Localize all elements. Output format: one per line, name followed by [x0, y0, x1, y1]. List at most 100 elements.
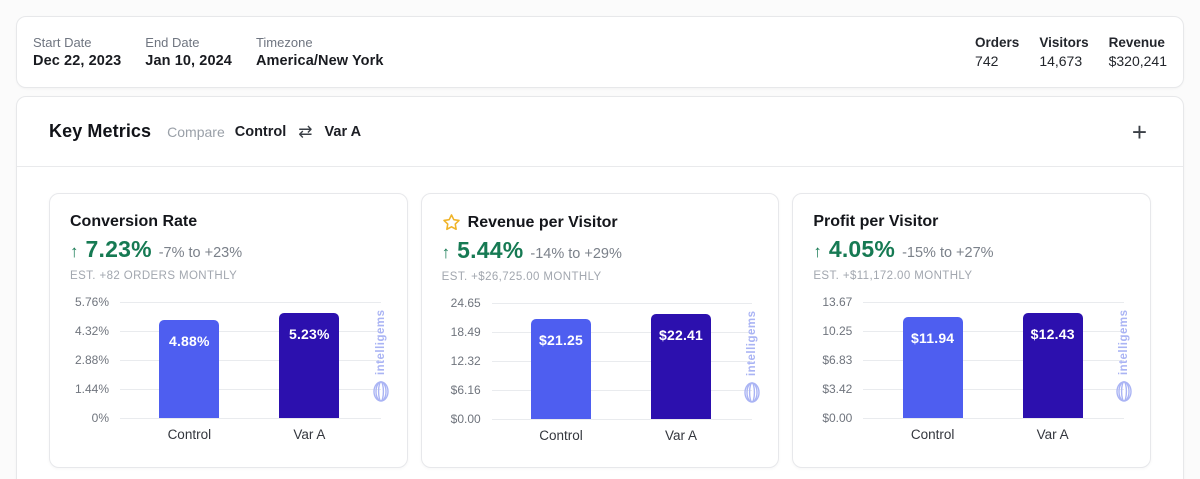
- gridline: [120, 389, 381, 390]
- key-metrics-panel: Key Metrics Compare Control ⇄ Var A + Co…: [16, 96, 1184, 479]
- metric-card-revenue-per-visitor: Revenue per Visitor ↑ 5.44% -14% to +29%…: [420, 193, 780, 468]
- delta-range: -7% to +23%: [158, 245, 243, 261]
- y-tick-label: 2.88%: [74, 353, 109, 367]
- revenue-label: Revenue: [1108, 35, 1165, 50]
- estimate-text: EST. +82 ORDERS MONTHLY: [70, 270, 238, 282]
- gridline: [491, 419, 753, 420]
- bar-control[interactable]: $21.25: [531, 319, 591, 419]
- bar-value-label: 5.23%: [288, 326, 330, 342]
- gridline: [120, 302, 381, 303]
- x-axis-label: Control: [910, 427, 955, 442]
- metric-card-profit-per-visitor: Profit per Visitor ↑ 4.05% -15% to +27% …: [792, 193, 1152, 468]
- bar-var-a[interactable]: $22.41: [651, 314, 711, 419]
- y-tick-label: 18.49: [450, 325, 481, 339]
- bar-chart-conversion-rate: 5.76% 4.32% 2.88% 1.44% 0% 4.88% Control 5.23%…: [70, 295, 389, 442]
- start-date-value[interactable]: Dec 22, 2023: [33, 53, 122, 69]
- visitors-label: Visitors: [1039, 35, 1089, 50]
- bar-value-label: $21.25: [538, 332, 584, 348]
- y-tick-label: $0.00: [450, 412, 481, 426]
- delta-value: 4.05%: [828, 236, 896, 262]
- revenue-value: $320,241: [1108, 53, 1167, 69]
- panel-title: Key Metrics: [49, 121, 152, 141]
- y-tick-label: 24.65: [450, 296, 481, 310]
- delta-value: 5.44%: [457, 237, 524, 263]
- watermark-text: intelligems: [1118, 309, 1131, 376]
- bar-value-label: $22.41: [658, 327, 704, 343]
- delta-value: 7.23%: [85, 236, 152, 262]
- arrow-up-icon: ↑: [813, 242, 822, 261]
- metric-card-conversion-rate: Conversion Rate ↑ 7.23% -7% to +23% EST.…: [49, 193, 408, 468]
- intelligems-logo-icon: [1116, 380, 1132, 402]
- visitors-value: 14,673: [1039, 53, 1083, 69]
- gridline: [120, 418, 381, 419]
- y-tick-label: 13.67: [822, 295, 853, 309]
- compare-label: Compare: [167, 123, 225, 140]
- timezone-value[interactable]: America/New York: [255, 53, 384, 69]
- bar-value-label: $12.43: [1030, 326, 1075, 342]
- y-tick-label: 12.32: [450, 354, 481, 368]
- gridline: [863, 302, 1125, 303]
- y-tick-label: 10.25: [822, 324, 853, 338]
- revenue-stat: Revenue $320,241: [1109, 35, 1167, 69]
- orders-value: 742: [975, 53, 999, 69]
- x-axis-label: Var A: [293, 427, 326, 442]
- bar-control[interactable]: $11.94: [902, 317, 963, 418]
- y-tick-label: 4.32%: [74, 324, 109, 338]
- y-tick-label: $6.16: [450, 383, 481, 397]
- swap-icon[interactable]: ⇄: [298, 121, 313, 141]
- gridline: [863, 331, 1125, 332]
- arrow-up-icon: ↑: [441, 243, 451, 262]
- visitors-stat: Visitors 14,673: [1039, 35, 1088, 69]
- bar-var-a[interactable]: $12.43: [1022, 313, 1083, 418]
- watermark-text: intelligems: [746, 310, 759, 377]
- bar-chart-profit-per-visitor: 13.67 10.25 $6.83 $3.42 $0.00 $11.94 Control $…: [813, 295, 1132, 442]
- y-tick-label: $0.00: [822, 411, 853, 425]
- compare-variant-b[interactable]: Var A: [324, 123, 362, 140]
- metric-cards-row: Conversion Rate ↑ 7.23% -7% to +23% EST.…: [17, 167, 1183, 479]
- timezone-field[interactable]: Timezone America/New York: [256, 35, 384, 69]
- key-metrics-header: Key Metrics Compare Control ⇄ Var A +: [17, 97, 1183, 167]
- bar-value-label: $11.94: [911, 330, 955, 346]
- card-title: Profit per Visitor: [813, 213, 939, 230]
- y-axis: 5.76% 4.32% 2.88% 1.44% 0%: [70, 295, 120, 425]
- compare-variant-a[interactable]: Control: [234, 123, 287, 140]
- y-tick-label: 5.76%: [74, 295, 109, 309]
- intelligems-watermark: intelligems: [371, 309, 391, 403]
- y-tick-label: $3.42: [822, 382, 853, 396]
- plot-area: $21.25 Control $22.41 Var A intelligems: [491, 303, 762, 443]
- add-metric-button[interactable]: +: [1131, 116, 1147, 147]
- gridline: [863, 418, 1125, 419]
- delta-range: -15% to +27%: [902, 245, 994, 261]
- x-axis-label: Control: [539, 428, 583, 443]
- card-title: Revenue per Visitor: [467, 213, 618, 231]
- estimate-text: EST. +$11,172.00 MONTHLY: [813, 270, 973, 282]
- bar-control[interactable]: 4.88%: [159, 320, 220, 418]
- plot-area: $11.94 Control $12.43 Var A intelligems: [863, 302, 1132, 442]
- end-date-field[interactable]: End Date Jan 10, 2024: [145, 35, 232, 69]
- plot-area: 4.88% Control 5.23% Var A intelligems: [120, 302, 389, 442]
- y-axis: 13.67 10.25 $6.83 $3.42 $0.00: [813, 295, 863, 425]
- watermark-text: intelligems: [374, 309, 387, 376]
- start-date-field[interactable]: Start Date Dec 22, 2023: [33, 35, 121, 69]
- end-date-value[interactable]: Jan 10, 2024: [145, 53, 232, 69]
- compare-selector: Compare Control ⇄ Var A: [167, 122, 361, 142]
- gridline: [491, 332, 753, 333]
- gridline: [491, 390, 753, 391]
- timezone-label: Timezone: [255, 35, 313, 50]
- bar-var-a[interactable]: 5.23%: [279, 313, 340, 418]
- date-settings: Start Date Dec 22, 2023 End Date Jan 10,…: [33, 35, 384, 69]
- y-tick-label: $6.83: [822, 353, 853, 367]
- y-tick-label: 1.44%: [74, 382, 109, 396]
- x-axis-label: Var A: [1036, 427, 1069, 442]
- orders-stat: Orders 742: [975, 35, 1019, 69]
- star-icon[interactable]: [442, 213, 461, 232]
- date-range-bar: Start Date Dec 22, 2023 End Date Jan 10,…: [16, 16, 1184, 88]
- intelligems-logo-icon: [744, 381, 761, 403]
- end-date-label: End Date: [145, 35, 200, 50]
- y-tick-label: 0%: [91, 411, 109, 425]
- x-axis-label: Var A: [664, 428, 698, 443]
- intelligems-logo-icon: [372, 380, 389, 402]
- intelligems-watermark: intelligems: [742, 310, 762, 404]
- estimate-text: EST. +$26,725.00 MONTHLY: [441, 271, 602, 283]
- y-axis: 24.65 18.49 12.32 $6.16 $0.00: [442, 296, 492, 426]
